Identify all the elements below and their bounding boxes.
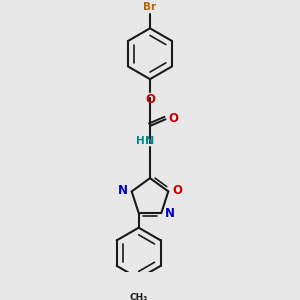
Text: N: N xyxy=(145,136,154,146)
Text: O: O xyxy=(172,184,183,197)
Text: N: N xyxy=(117,184,128,197)
Text: N: N xyxy=(165,207,175,220)
Text: O: O xyxy=(169,112,179,125)
Text: H: H xyxy=(136,136,145,146)
Text: Br: Br xyxy=(143,2,157,12)
Text: O: O xyxy=(145,93,155,106)
Text: CH₃: CH₃ xyxy=(130,293,148,300)
